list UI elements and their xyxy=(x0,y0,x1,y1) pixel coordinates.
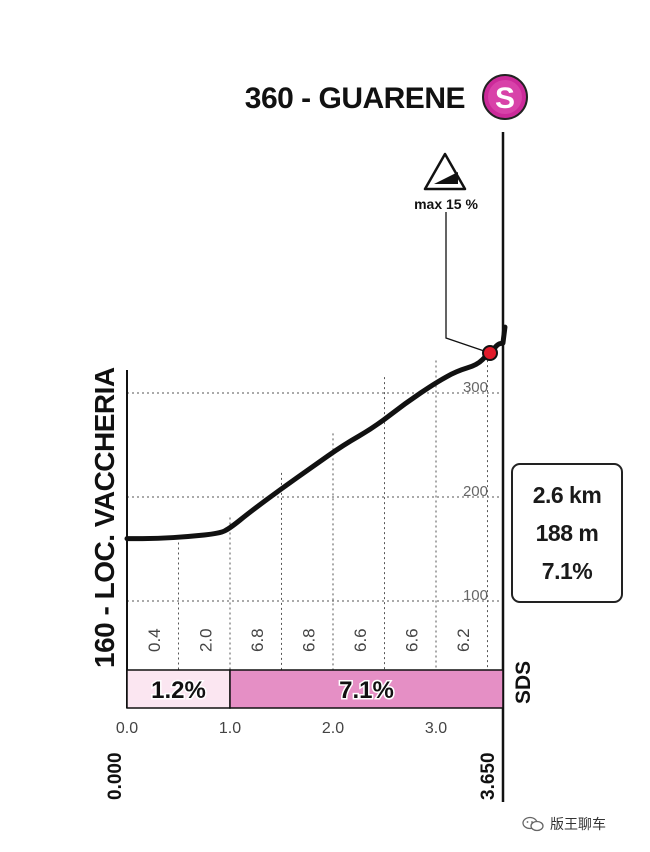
gradient-segment xyxy=(126,669,231,709)
x-tick-label: 2.0 xyxy=(322,720,344,737)
start-km-label: 0.000 xyxy=(105,752,126,800)
gradient-segment-label: 1.2% xyxy=(151,677,206,704)
sprint-badge: S xyxy=(482,74,528,120)
climb-average-gradient: 7.1% xyxy=(541,558,593,584)
x-tick-label: 3.0 xyxy=(425,720,447,737)
watermark-text: 版王聊车 xyxy=(550,817,606,833)
max-gradient-leader xyxy=(445,212,491,354)
watermark: 版王聊车 xyxy=(522,814,606,834)
gradient-segment xyxy=(229,669,504,709)
warning-triangle-icon xyxy=(423,152,467,191)
gradient-value-label: 6.6 xyxy=(402,628,421,652)
climb-info-box: 2.6 km 188 m 7.1% xyxy=(511,463,623,603)
gradient-bar: 1.2% 7.1% xyxy=(126,669,504,709)
gradient-value-label: 6.8 xyxy=(299,628,318,652)
gradient-value-label: 6.2 xyxy=(454,628,473,652)
finish-km-label: 3.650 xyxy=(478,752,499,800)
gradient-value-label: 2.0 xyxy=(196,628,215,652)
x-tick-label: 1.0 xyxy=(219,720,241,737)
climb-elevation-gain: 188 m xyxy=(535,520,599,546)
axis-labels: 100 200 300 0.0 1.0 2.0 3.0 0.4 2.0 6.8 6.8 6.6 6.6 6… xyxy=(116,379,488,737)
y-tick-label: 100 xyxy=(463,587,488,604)
finish-code-label: SDS xyxy=(512,661,535,704)
start-label: 160 - LOC. VACCHERIA xyxy=(89,367,120,668)
max-gradient-label: max 15 % xyxy=(414,196,478,212)
gradient-segment-label: 7.1% xyxy=(339,677,394,704)
wechat-logo-icon xyxy=(522,816,544,832)
climb-distance: 2.6 km xyxy=(532,482,602,508)
sprint-badge-letter: S xyxy=(495,82,515,115)
gradient-value-label: 6.8 xyxy=(248,628,267,652)
x-tick-label: 0.0 xyxy=(116,720,138,737)
y-tick-label: 300 xyxy=(463,379,488,396)
summit-label: 360 - GUARENE xyxy=(245,82,465,115)
max-gradient-marker xyxy=(482,345,498,361)
profile-line xyxy=(124,324,508,542)
grid xyxy=(127,350,503,708)
gradient-value-label: 6.6 xyxy=(351,628,370,652)
y-tick-label: 200 xyxy=(463,483,488,500)
gradient-value-label: 0.4 xyxy=(145,628,164,652)
